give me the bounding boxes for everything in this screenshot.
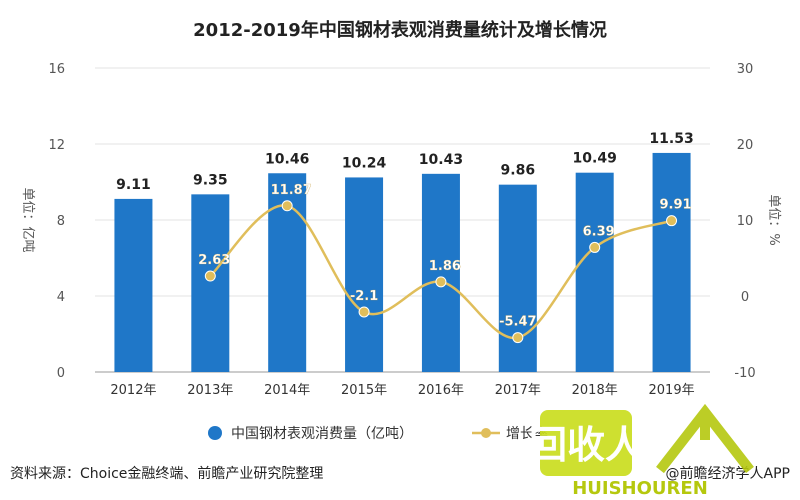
watermark-person-icon	[656, 403, 754, 474]
bar-value-label: 9.35	[193, 172, 228, 188]
legend-line-dot	[481, 428, 491, 438]
y-left-tick-label: 4	[57, 290, 65, 305]
watermark-text: HUISHOUREN	[572, 478, 708, 499]
x-category-label: 2019年	[649, 383, 695, 398]
line-value-label: 11.87	[271, 183, 312, 198]
y-right-ticks: -10 0 10 20 30	[734, 62, 755, 381]
x-category-label: 2014年	[264, 383, 310, 398]
bar-value-label: 10.49	[573, 151, 617, 167]
x-category-label: 2016年	[418, 383, 464, 398]
x-category-label: 2013年	[187, 383, 233, 398]
bar	[191, 194, 230, 372]
bar	[114, 198, 153, 372]
watermark-badge	[540, 410, 632, 476]
y-left-axis-title: 单位：亿吨	[20, 187, 35, 252]
bar-value-label: 10.43	[419, 152, 463, 168]
line-point	[589, 241, 601, 253]
y-left-tick-label: 8	[57, 214, 65, 229]
x-category-label: 2017年	[495, 383, 541, 398]
chart-title: 2012-2019年中国钢材表观消费量统计及增长情况	[193, 19, 607, 41]
x-category-label: 2015年	[341, 383, 387, 398]
y-left-tick-label: 12	[48, 138, 65, 153]
line-point	[512, 332, 524, 344]
legend-line-label: 增长率	[506, 425, 548, 442]
bar-value-label: 10.24	[342, 155, 387, 171]
watermark-logo-text: 回收人	[529, 423, 643, 467]
grid-lines	[95, 67, 710, 373]
y-left-tick-label: 16	[48, 62, 65, 77]
y-right-tick-label: 30	[737, 62, 754, 77]
bar	[498, 184, 537, 372]
line-series: 2.63 11.87 -2.1 1.86 -5.47 6.39 9.91	[198, 183, 692, 344]
y-left-tick-label: 0	[57, 366, 65, 381]
watermark-logo: 回收人 HUISHOUREN	[529, 403, 754, 499]
line-value-label: 1.86	[429, 259, 461, 274]
bar	[652, 152, 691, 372]
source-note: 资料来源：Choice金融终端、前瞻产业研究院整理	[10, 465, 323, 482]
bar-value-label: 10.46	[265, 151, 309, 167]
line-value-label: 6.39	[583, 224, 615, 239]
credit-note: @前瞻经济学人APP	[666, 465, 790, 482]
y-right-tick-label: -10	[734, 366, 755, 381]
line-point	[281, 200, 293, 212]
line-value-label: -5.47	[499, 315, 536, 330]
bar-labels: 9.11 9.35 10.46 10.24 10.43 9.86 10.49 11.53	[116, 131, 694, 193]
legend-bar-marker	[208, 426, 222, 440]
x-category-label: 2012年	[110, 383, 156, 398]
bar	[575, 172, 614, 372]
x-axis-categories: 2012年 2013年 2014年 2015年 2016年 2017年 2018年 2019年	[110, 383, 694, 398]
y-right-axis-title: 单位：%	[766, 194, 781, 245]
line-value-label: -2.1	[350, 289, 378, 304]
bar	[345, 177, 384, 372]
line-value-label: 9.91	[660, 198, 692, 213]
bar-value-label: 9.11	[116, 177, 151, 193]
line-point	[358, 306, 370, 318]
x-category-label: 2018年	[572, 383, 618, 398]
y-right-tick-label: 10	[737, 214, 754, 229]
y-right-tick-label: 0	[741, 290, 749, 305]
line-point	[204, 270, 216, 282]
bar	[421, 173, 460, 372]
line-point	[435, 276, 447, 288]
legend: 中国钢材表观消费量（亿吨） 增长率	[208, 425, 548, 442]
y-left-ticks: 0 4 8 12 16	[48, 62, 65, 381]
y-right-tick-label: 20	[737, 138, 754, 153]
bar-value-label: 11.53	[649, 131, 693, 147]
legend-bar-label: 中国钢材表观消费量（亿吨）	[231, 426, 413, 442]
line-value-label: 2.63	[198, 253, 230, 268]
line-point	[666, 215, 678, 227]
bar-value-label: 9.86	[501, 163, 536, 179]
